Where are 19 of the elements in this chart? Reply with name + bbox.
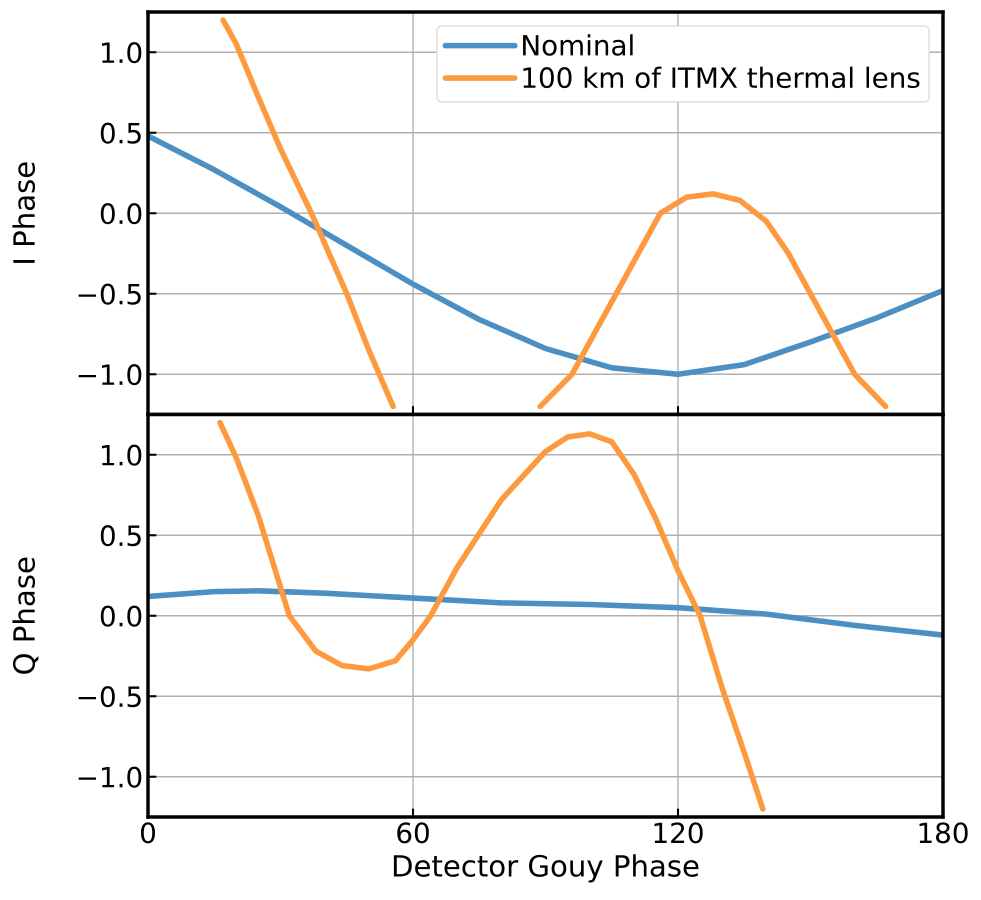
y-tick-label: 1.0: [102, 42, 142, 64]
x-tick-label: 60: [397, 822, 429, 844]
legend-label: 100 km of ITMX thermal lens: [523, 66, 920, 88]
y-axis-title: Q Phase: [12, 558, 38, 674]
y-tick-label: 0.0: [100, 606, 142, 627]
y-axis-title: I Phase: [12, 162, 36, 263]
y-tick-label: 0.5: [100, 122, 141, 144]
y-tick-label: 0.0: [100, 203, 142, 224]
y-tick-label: −0.5: [78, 686, 141, 708]
y-tick-label: 0.5: [100, 525, 141, 546]
x-tick-label: 120: [654, 822, 703, 844]
x-axis-title: Detector Gouy Phase: [394, 854, 698, 883]
y-tick-label: 1.0: [102, 444, 142, 466]
y-tick-label: −1.0: [78, 364, 142, 386]
y-tick-label: −1.0: [78, 766, 142, 788]
y-tick-label: −0.5: [78, 284, 141, 305]
legend-label: Nominal: [523, 34, 633, 56]
x-tick-label: 180: [920, 822, 968, 844]
x-tick-label: 0: [140, 822, 155, 844]
